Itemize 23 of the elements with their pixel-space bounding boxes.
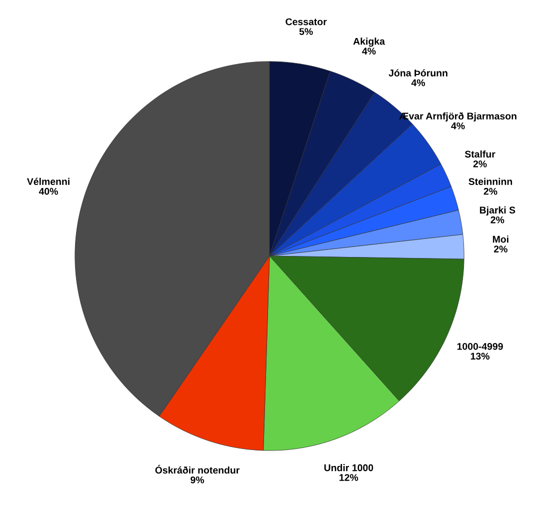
- slice-label: Bjarki S: [480, 206, 516, 216]
- data-label: 5%: [299, 28, 313, 35]
- data-label: 40%: [38, 188, 58, 195]
- slice-label: Vélmenni: [26, 178, 70, 186]
- slice-label: Undir 1000: [324, 464, 374, 472]
- data-label: 9%: [190, 476, 204, 484]
- data-label: 4%: [362, 48, 376, 55]
- data-label: 4%: [411, 79, 426, 86]
- slice-label: Steinninn: [468, 178, 512, 186]
- slice-label: Moi: [492, 236, 508, 243]
- slice-label: Akigka: [353, 38, 385, 47]
- data-label: 2%: [484, 188, 498, 195]
- data-label: 2%: [490, 216, 504, 224]
- data-label: 2%: [473, 160, 487, 168]
- data-label: 4%: [451, 122, 465, 130]
- slice-label: 1000-4999: [457, 342, 503, 350]
- slice-label: Óskráðir notendur: [155, 464, 240, 474]
- data-label: 12%: [340, 474, 358, 481]
- slice-label: Jóna Þórunn: [388, 69, 448, 76]
- slice-label: Stalfur: [464, 150, 496, 158]
- data-label: 2%: [494, 246, 508, 252]
- slice-label: Cessator: [286, 18, 327, 26]
- data-label: 13%: [470, 352, 490, 360]
